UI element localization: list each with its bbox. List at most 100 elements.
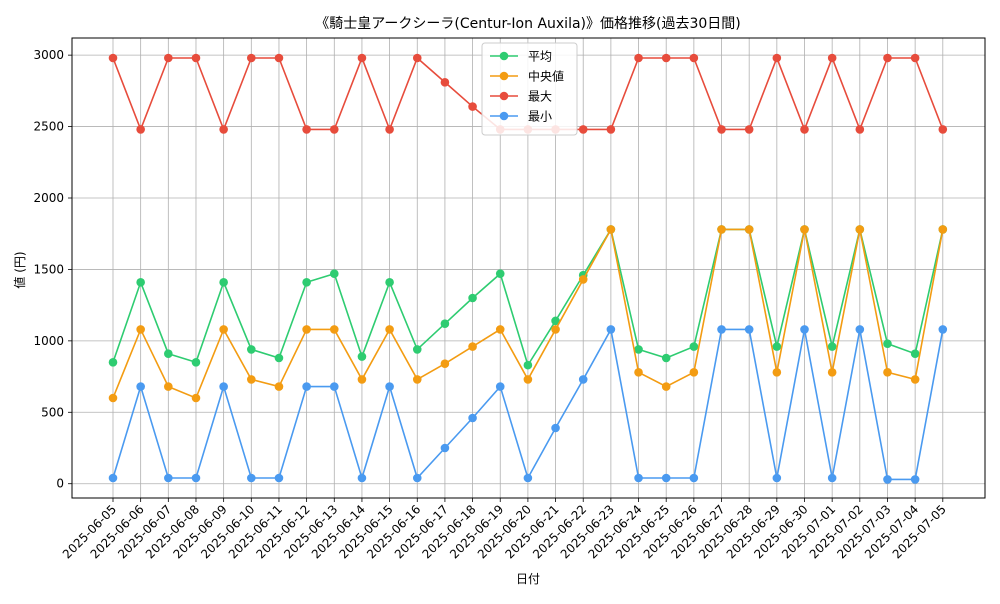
data-point (385, 277, 394, 287)
data-point (910, 53, 920, 63)
data-point (219, 382, 228, 391)
data-point (827, 473, 837, 483)
data-point (883, 53, 892, 63)
data-point (468, 102, 477, 111)
data-point (717, 325, 726, 334)
data-point (744, 325, 754, 334)
data-point (772, 473, 782, 483)
data-point (136, 325, 145, 334)
legend-label: 最大 (528, 90, 552, 104)
data-point (744, 225, 754, 234)
data-point (910, 349, 920, 359)
data-point (800, 225, 809, 234)
data-point (108, 393, 118, 403)
data-point (302, 382, 311, 391)
data-point (219, 325, 228, 334)
data-point (219, 125, 228, 134)
data-point (661, 53, 671, 63)
data-point (385, 125, 394, 134)
data-point (744, 125, 754, 134)
data-point (329, 325, 339, 334)
data-point (357, 473, 367, 483)
data-point (468, 413, 477, 423)
data-point (495, 269, 505, 279)
data-point (800, 325, 809, 334)
y-tick-label: 1000 (33, 334, 64, 348)
legend-box (481, 42, 578, 136)
y-tick-label: 500 (41, 405, 64, 419)
data-point (357, 352, 367, 361)
data-point (108, 53, 118, 63)
data-point (164, 473, 173, 483)
data-point (938, 125, 948, 134)
data-point (136, 277, 145, 287)
data-point (191, 393, 201, 403)
data-point (274, 473, 284, 483)
data-point (717, 225, 726, 234)
data-point (329, 382, 339, 391)
data-point (661, 353, 671, 363)
data-point (689, 367, 699, 377)
legend-label: 最小 (528, 110, 552, 124)
data-point (827, 367, 837, 377)
data-point (412, 473, 422, 483)
data-point (551, 316, 560, 326)
data-point (219, 277, 228, 287)
data-point (634, 473, 643, 483)
data-point (468, 293, 477, 303)
data-point (136, 382, 145, 391)
data-point (578, 125, 588, 134)
data-point (247, 473, 256, 483)
legend-marker (499, 91, 509, 101)
series-3 (108, 325, 948, 484)
legend-label: 平均 (528, 50, 552, 64)
data-point (717, 125, 726, 134)
data-point (883, 339, 892, 349)
data-point (495, 382, 505, 391)
data-point (247, 345, 256, 354)
y-tick-label: 3000 (33, 48, 64, 62)
y-tick-label: 0 (56, 477, 64, 491)
data-point (634, 367, 643, 377)
legend-label: 中央値 (528, 69, 564, 84)
data-point (606, 325, 616, 334)
data-point (136, 125, 145, 134)
data-point (302, 325, 311, 334)
y-axis-label: 値 (円) (12, 251, 27, 288)
legend-marker (499, 51, 509, 61)
data-point (634, 53, 643, 63)
y-tick-label: 2500 (33, 120, 64, 134)
data-point (606, 225, 616, 234)
data-point (191, 473, 201, 483)
chart-title: 《騎士皇アークシーラ(Centur-Ion Auxila)》価格推移(過去30日… (315, 16, 740, 32)
data-point (578, 275, 588, 284)
data-point (689, 473, 699, 483)
data-point (855, 225, 865, 234)
plot-frame (71, 37, 986, 499)
data-point (412, 345, 422, 354)
data-point (274, 53, 284, 63)
data-point (606, 125, 616, 134)
data-point (329, 269, 339, 279)
data-point (247, 375, 256, 384)
data-point (412, 375, 422, 384)
data-point (440, 77, 450, 87)
legend-marker (499, 71, 509, 81)
data-point (938, 325, 948, 334)
data-point (191, 53, 201, 63)
data-point (412, 53, 422, 63)
data-point (910, 475, 920, 484)
data-point (164, 349, 173, 359)
data-point (440, 443, 450, 453)
data-point (634, 345, 643, 354)
data-point (523, 375, 533, 384)
data-point (772, 367, 782, 377)
data-point (247, 53, 256, 63)
data-point (827, 342, 837, 351)
data-point (938, 225, 948, 234)
data-point (689, 53, 699, 63)
data-point (357, 375, 367, 384)
data-point (800, 125, 809, 134)
